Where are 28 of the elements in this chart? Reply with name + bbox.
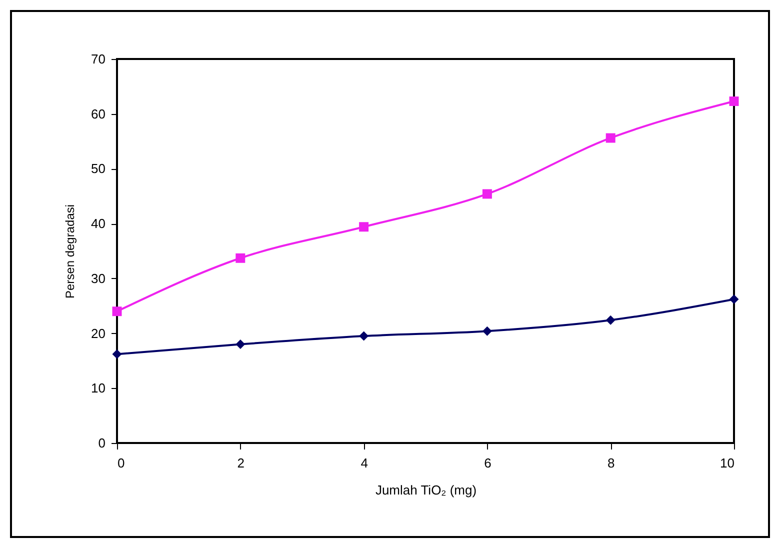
x-tick-label: 0 [118, 456, 125, 470]
point [729, 294, 739, 304]
y-axis-title: Persen degradasi [63, 204, 78, 299]
y-tick-label: 30 [91, 270, 106, 286]
point [112, 306, 122, 316]
y-tick-label: 20 [91, 326, 106, 341]
y-tick-label: 70 [91, 52, 106, 66]
y-tick-label: 50 [91, 161, 106, 176]
x-tick-label: 4 [360, 456, 368, 470]
point [236, 253, 246, 263]
point [359, 331, 369, 341]
x-tick-label: 10 [720, 456, 734, 470]
point [482, 189, 492, 199]
y-tick-label: 40 [91, 216, 106, 232]
point [359, 222, 369, 232]
y-tick-label: 10 [91, 380, 106, 396]
point [236, 340, 246, 349]
point [112, 349, 122, 359]
point [482, 326, 492, 336]
point [606, 133, 616, 143]
point [606, 315, 616, 325]
x-tick-label: 6 [484, 456, 492, 470]
x-tick-label: 2 [237, 456, 245, 470]
x-axis-title: Jumlah TiO₂ (mg) [375, 482, 477, 498]
x-tick-label: 8 [607, 456, 615, 470]
y-tick-label: 0 [98, 436, 106, 450]
y-tick-label: 60 [91, 106, 106, 122]
point [729, 96, 739, 106]
